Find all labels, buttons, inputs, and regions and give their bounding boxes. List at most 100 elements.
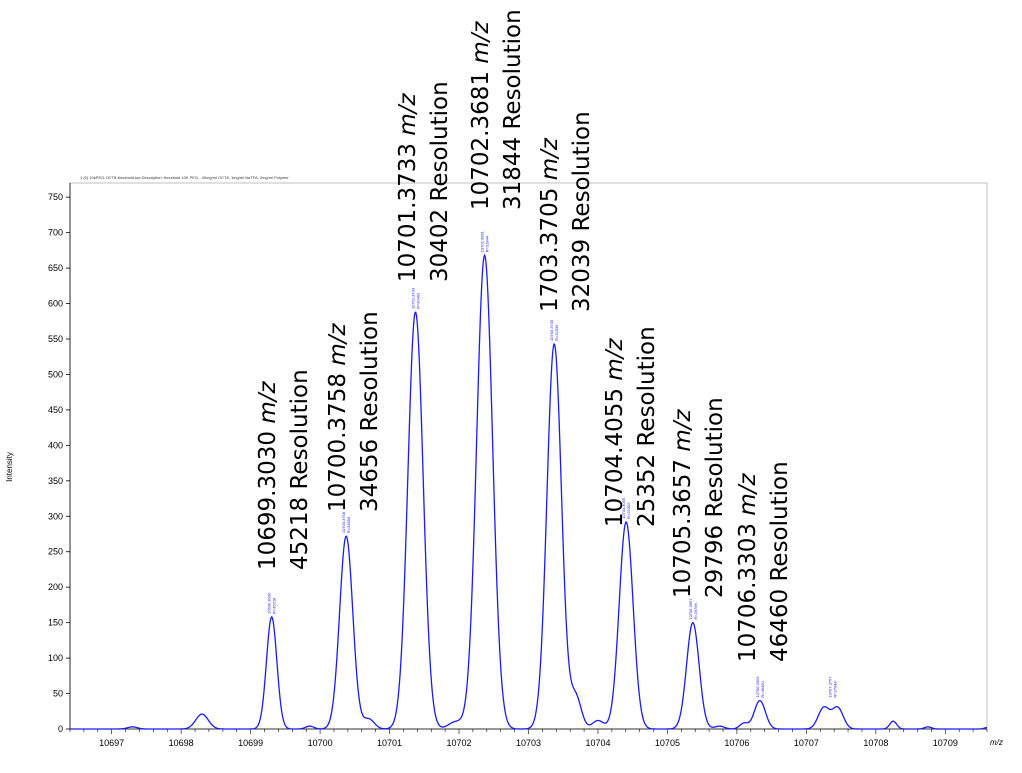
peak-mz-label: 10705.3657 <box>688 598 693 620</box>
peak-label: 10699.3030 R=45218 <box>267 592 277 614</box>
plot-frame <box>69 182 988 730</box>
peak-resolution-label: R=30402 <box>415 292 420 309</box>
annotation-mz-unit: m/z <box>395 93 421 136</box>
annotation-mz: 10702.3681 m/z <box>468 21 494 210</box>
annotation-resolution: 31844 Resolution <box>500 9 526 210</box>
y-tick-label: 650 <box>48 263 63 273</box>
peak-label: 10707.3757 R=27048 <box>827 676 837 698</box>
peak-mz-label: 10707.3757 <box>827 676 832 698</box>
y-tick-label: 700 <box>48 228 63 238</box>
y-tick-label: 0 <box>58 724 63 734</box>
resolution-annotation: 10701.3733 m/z 30402 Resolution <box>395 81 453 282</box>
annotation-mz-value: 1703.3705 <box>537 180 563 312</box>
peak-resolution-label: R=27048 <box>832 681 837 698</box>
y-tick-label: 550 <box>48 334 63 344</box>
y-tick-label: 50 <box>53 689 63 699</box>
x-axis: 10697 10698 10699 10700 10701 10702 10703 10704… <box>69 728 988 748</box>
resolution-annotation: 10704.4055 m/z 25352 Resolution <box>602 326 660 527</box>
annotation-mz: 10706.3303 m/z <box>735 473 761 662</box>
annotation-mz-value: 10704.4055 <box>602 381 628 527</box>
annotation-mz: 10699.3030 m/z <box>255 381 281 570</box>
x-tick-label: 10702 <box>447 738 472 748</box>
peak-mz-label: 10706.3303 <box>755 676 760 698</box>
x-tick-label: 10706 <box>724 738 749 748</box>
resolution-annotations: 10699.3030 m/z 45218 Resolution 10700.3758… <box>255 9 793 662</box>
x-tick-label: 10700 <box>308 738 333 748</box>
y-tick-label: 350 <box>48 476 63 486</box>
annotation-mz-value: 10700.3758 <box>325 366 351 512</box>
resolution-annotation: 1703.3705 m/z 32039 Resolution <box>537 111 595 312</box>
peak-resolution-label: R=31844 <box>485 235 490 252</box>
y-tick-label: 600 <box>48 299 63 309</box>
annotation-mz: 10704.4055 m/z <box>602 338 628 527</box>
x-tick-label: 10698 <box>169 738 194 748</box>
x-axis-unit-label: m/z <box>990 738 1003 747</box>
annotation-mz-value: 10699.3030 <box>255 424 281 570</box>
annotation-mz-unit: m/z <box>255 381 281 424</box>
peak-label: 10702.3681 R=31844 <box>480 230 490 252</box>
resolution-annotation: 10705.3657 m/z 29796 Resolution <box>670 397 728 598</box>
annotation-mz-value: 10705.3657 <box>670 452 696 598</box>
y-tick-label: 150 <box>48 618 63 628</box>
annotation-mz-unit: m/z <box>735 473 761 516</box>
x-tick-label: 10697 <box>99 738 124 748</box>
peak-label: 10705.3657 R=29796 <box>688 598 698 620</box>
y-tick-label: 450 <box>48 405 63 415</box>
peak-mz-label: 10704.4055 <box>621 497 626 519</box>
peak-resolution-label: R=32039 <box>554 324 559 341</box>
peak-resolution-label: R=45218 <box>272 597 277 614</box>
y-tick-label: 500 <box>48 369 63 379</box>
y-tick-label: 300 <box>48 511 63 521</box>
annotation-resolution: 30402 Resolution <box>427 81 453 282</box>
resolution-annotation: 10700.3758 m/z 34656 Resolution <box>325 311 383 512</box>
peak-label: 10703.3705 R=32039 <box>549 319 559 341</box>
peak-resolution-label: R=34656 <box>346 516 351 533</box>
annotation-resolution: 32039 Resolution <box>569 111 595 312</box>
y-tick-label: 250 <box>48 547 63 557</box>
peak-mz-label: 10702.3681 <box>480 230 485 252</box>
resolution-annotation: 10706.3303 m/z 46460 Resolution <box>735 461 793 662</box>
peak-label: 10706.3303 R=46460 <box>755 676 765 698</box>
annotation-mz-unit: m/z <box>602 338 628 381</box>
x-tick-label: 10708 <box>863 738 888 748</box>
annotation-mz-value: 10701.3733 <box>395 136 421 282</box>
annotation-mz: 10700.3758 m/z <box>325 323 351 512</box>
annotation-mz-unit: m/z <box>325 323 351 366</box>
peak-resolution-label: R=25352 <box>626 502 631 519</box>
annotation-mz: 1703.3705 m/z <box>537 137 563 312</box>
annotation-resolution: 29796 Resolution <box>702 397 728 598</box>
y-axis-label: Intensity <box>5 452 14 482</box>
peak-mz-label: 10700.3758 <box>341 511 346 533</box>
x-tick-label: 10707 <box>794 738 819 748</box>
resolution-annotation: 10699.3030 m/z 45218 Resolution <box>255 369 313 570</box>
annotation-mz-unit: m/z <box>537 137 563 180</box>
peak-label: 10701.3733 R=30402 <box>410 287 420 309</box>
annotation-mz: 10701.3733 m/z <box>395 93 421 282</box>
y-tick-label: 750 <box>48 192 63 202</box>
annotation-mz-value: 10706.3303 <box>735 516 761 662</box>
y-tick-label: 400 <box>48 440 63 450</box>
annotation-mz: 10705.3657 m/z <box>670 409 696 598</box>
annotation-resolution: 45218 Resolution <box>287 369 313 570</box>
peak-resolution-label: R=46460 <box>760 681 765 698</box>
x-tick-label: 10709 <box>933 738 958 748</box>
annotation-resolution: 25352 Resolution <box>634 326 660 527</box>
y-axis: 0 50 100 150 200 250 300 350 400 450 500 550 600 650 7… <box>48 183 71 734</box>
peak-label: 10700.3758 R=34656 <box>341 511 351 533</box>
spectrum-trace <box>70 253 988 730</box>
peak-mz-label: 10701.3733 <box>410 287 415 309</box>
x-tick-label: 10704 <box>585 738 610 748</box>
peak-mz-label: 10699.3030 <box>267 592 272 614</box>
resolution-annotation: 10702.3681 m/z 31844 Resolution <box>468 9 526 210</box>
y-tick-label: 200 <box>48 582 63 592</box>
annotation-mz-unit: m/z <box>468 21 494 64</box>
x-tick-label: 10699 <box>238 738 263 748</box>
spectrum-header: 1 (0) 10kPEG-OCT8-threshold.tax Descript… <box>80 175 289 180</box>
annotation-mz-value: 10702.3681 <box>468 64 494 210</box>
y-tick-label: 100 <box>48 653 63 663</box>
x-tick-label: 10701 <box>377 738 402 748</box>
x-tick-label: 10705 <box>655 738 680 748</box>
peak-mz-label: 10703.3705 <box>549 319 554 341</box>
